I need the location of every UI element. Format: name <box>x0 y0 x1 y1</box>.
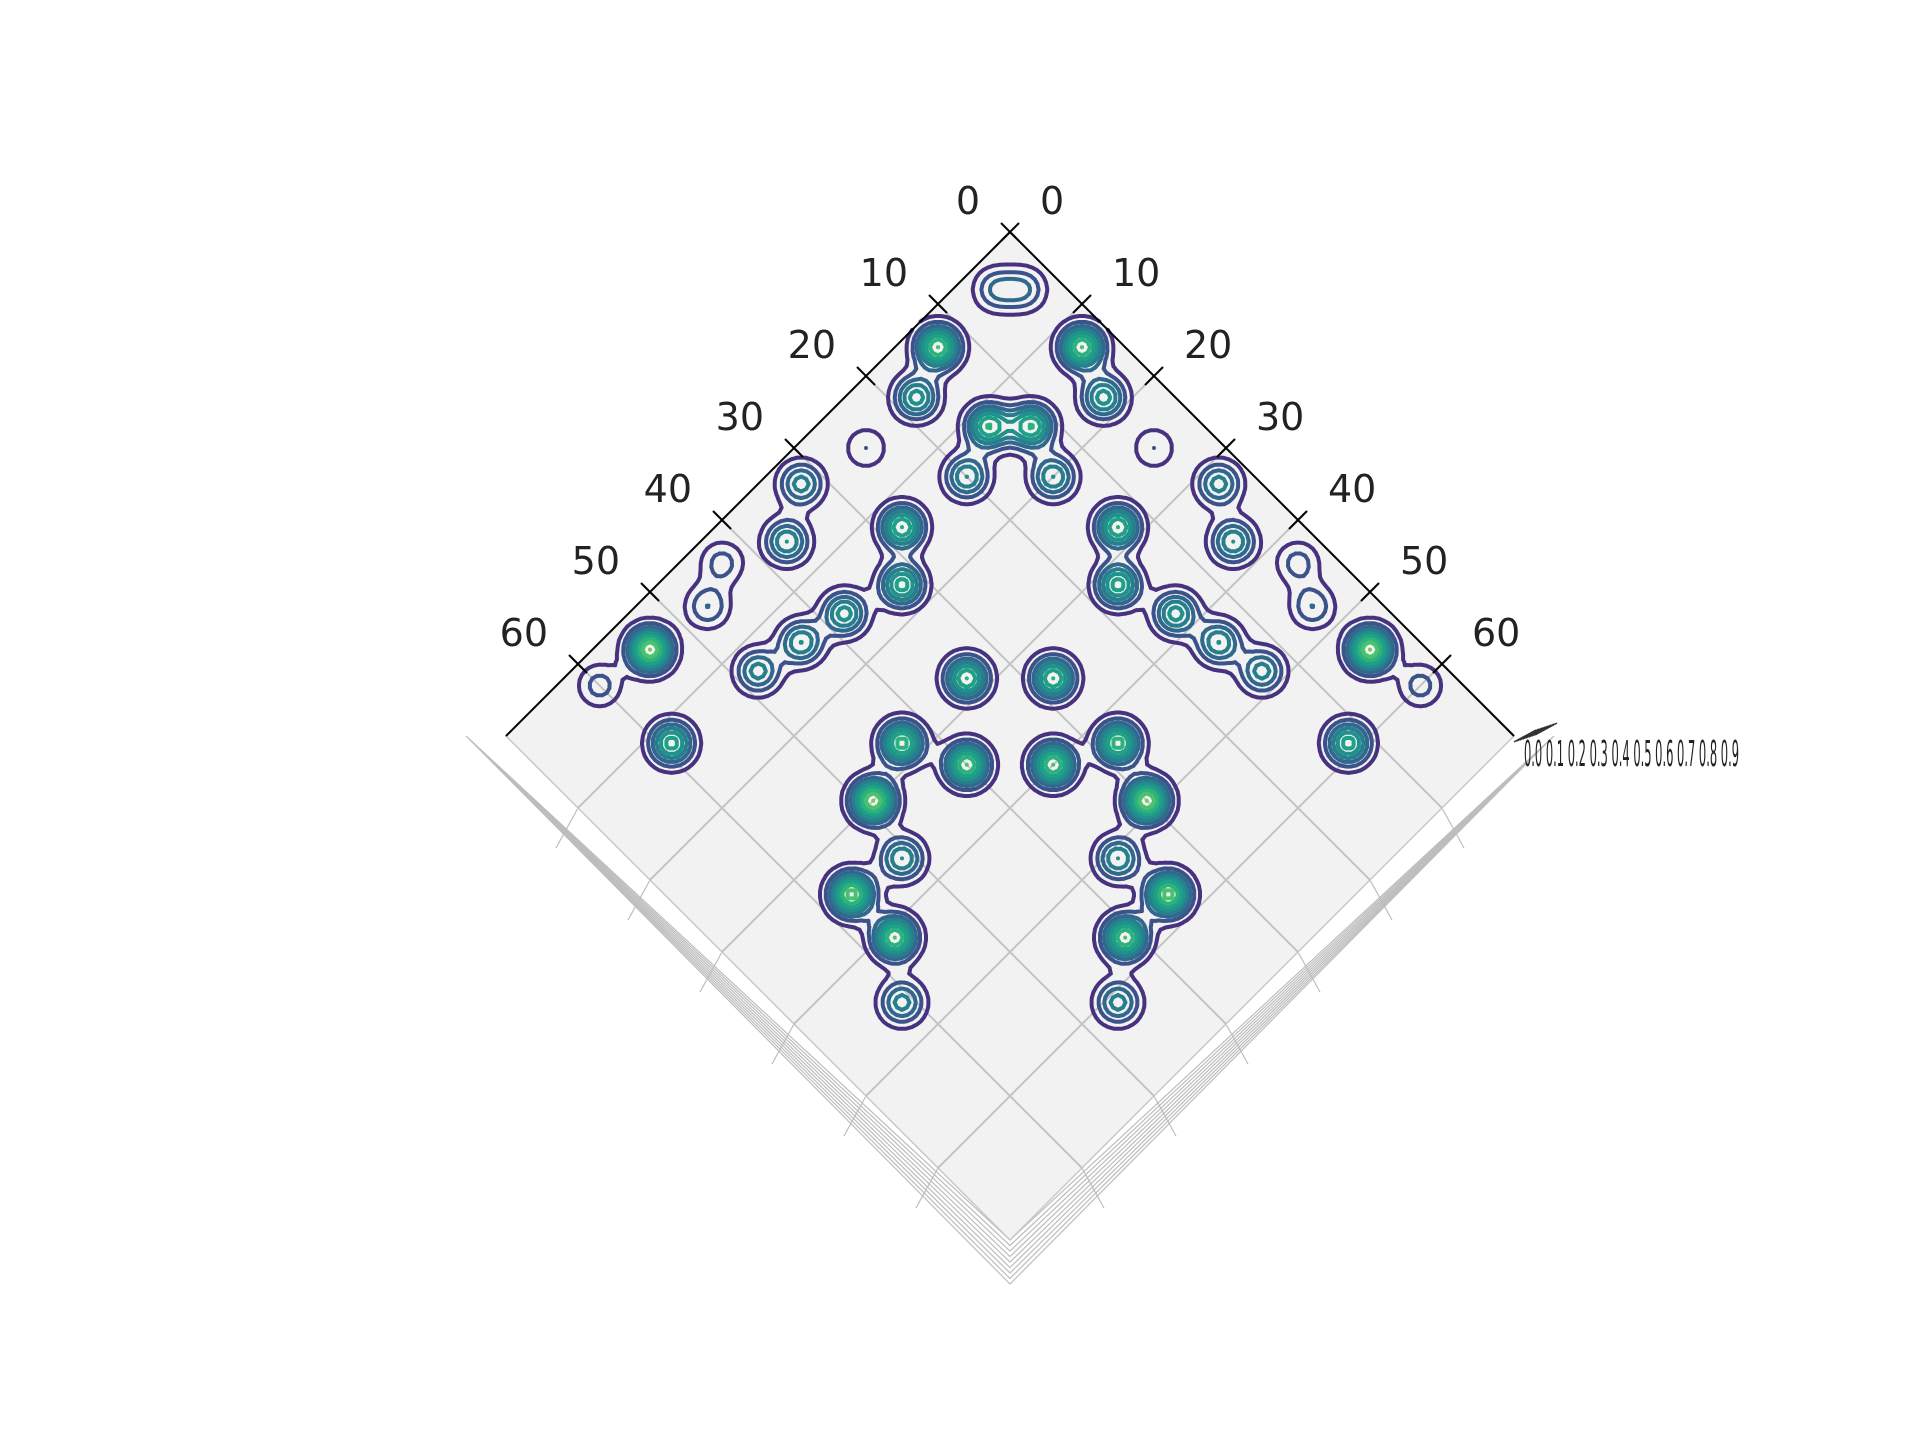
y-tick-label: 40 <box>1328 467 1376 511</box>
x-tick-label: 40 <box>644 467 692 511</box>
x-tick <box>568 654 588 674</box>
x-tick-label: 50 <box>572 539 620 583</box>
z-tick <box>1534 722 1558 736</box>
x-tick-label: 10 <box>860 251 908 295</box>
x-tick <box>856 366 876 386</box>
contour-level-3 <box>625 276 1395 1018</box>
y-axis-line <box>1009 231 1515 737</box>
axis-walls <box>465 735 1555 1285</box>
y-tick <box>1000 222 1020 242</box>
y-tick-label: 30 <box>1256 395 1304 439</box>
contour-level-4 <box>628 327 1392 1012</box>
wall-line <box>477 747 1543 1263</box>
x-tick-label: 30 <box>716 395 764 439</box>
y-tick <box>1144 366 1164 386</box>
y-tick <box>1288 510 1308 530</box>
y-tick-label: 60 <box>1472 611 1520 655</box>
wall-line <box>555 807 579 849</box>
contour-lines <box>577 262 1443 1031</box>
z-tick-labels: 0.0 0.1 0.2 0.3 0.4 0.5 0.6 0.7 0.8 0.9 <box>1524 734 1739 775</box>
y-tick-label: 20 <box>1184 323 1232 367</box>
wall-line <box>843 1095 867 1137</box>
y-tick-label: 10 <box>1112 251 1160 295</box>
x-tick-label: 20 <box>788 323 836 367</box>
x-tick <box>712 510 732 530</box>
contour-level-8 <box>640 345 1380 940</box>
x-tick-label: 0 <box>956 179 980 223</box>
y-tick <box>1432 654 1452 674</box>
wall-line <box>1225 1023 1249 1065</box>
wall-line <box>474 744 1546 1258</box>
tick-marks: 0 10 20 30 40 50 60 0 10 20 30 40 50 60 <box>500 179 1520 674</box>
x-tick <box>928 294 948 314</box>
x-tick-label: 60 <box>500 611 548 655</box>
x-tick <box>784 438 804 458</box>
grid-line-x <box>865 375 1371 881</box>
y-tick-label: 50 <box>1400 539 1448 583</box>
wall-line <box>1441 807 1465 849</box>
wall-line <box>1081 1167 1105 1209</box>
wall-line <box>1153 1095 1177 1137</box>
wall-line <box>1297 951 1321 993</box>
axis-lines <box>505 231 1515 737</box>
y-tick <box>1072 294 1092 314</box>
contour-level-5 <box>631 330 1389 955</box>
contour-level-6 <box>634 334 1386 951</box>
wall-line <box>471 741 1549 1252</box>
x-tick <box>640 582 660 602</box>
wall-line <box>699 951 723 993</box>
wall-line <box>468 738 1552 1247</box>
wall-line <box>489 759 1531 1285</box>
grid-line-y <box>649 375 1155 881</box>
wall-line <box>486 756 1534 1280</box>
contour-level-7 <box>637 337 1383 948</box>
contour-level-9 <box>648 647 1372 803</box>
y-tick-label: 0 <box>1040 179 1064 223</box>
x-axis-line <box>505 231 1011 737</box>
wall-line <box>1369 879 1393 921</box>
y-tick <box>1360 582 1380 602</box>
wall-line <box>771 1023 795 1065</box>
wall-line <box>480 750 1540 1269</box>
y-tick <box>1216 438 1236 458</box>
wall-line <box>915 1167 939 1209</box>
wall-line <box>483 753 1537 1274</box>
contour-level-1 <box>577 262 1443 1031</box>
z-axis-labels: 0.0 0.1 0.2 0.3 0.4 0.5 0.6 0.7 0.8 0.9 <box>1513 722 1739 775</box>
contour-level-2 <box>587 270 1433 1024</box>
wall-line <box>627 879 651 921</box>
